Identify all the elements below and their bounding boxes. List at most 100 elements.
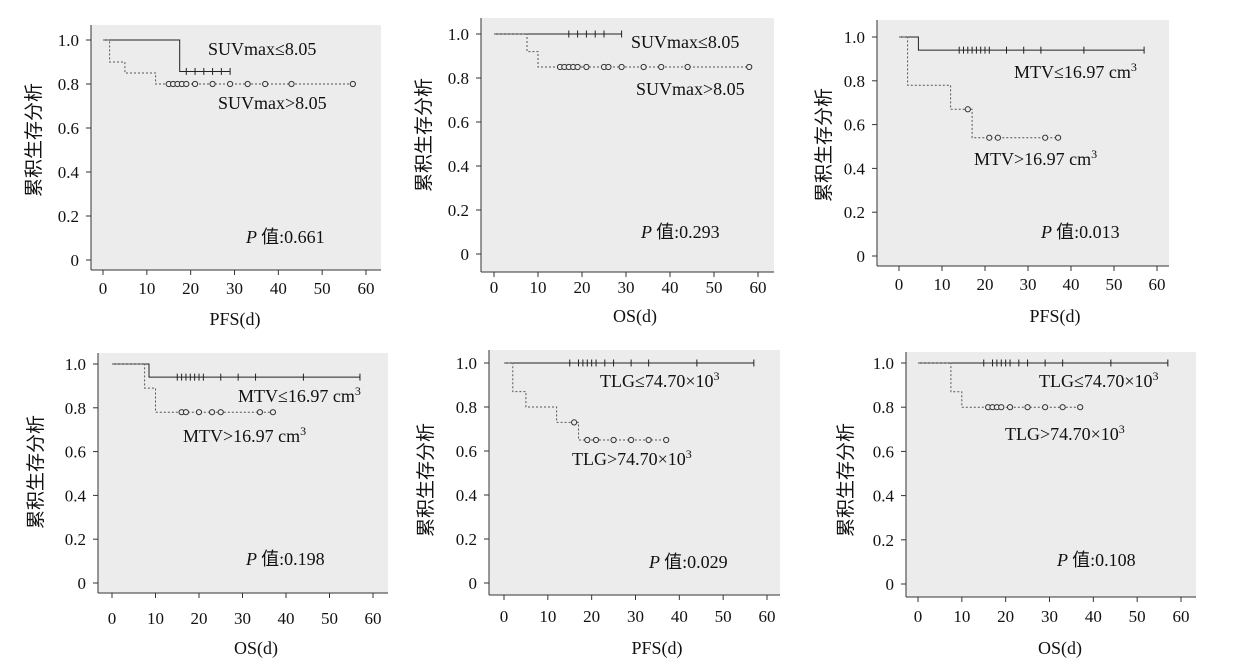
x-tick-label: 50 bbox=[1106, 275, 1123, 294]
km-panel-5: 0 10 20 30 40 50 60 0 0.2 0.4 0.6 0.8 1.0 PFS(d) 累积生存分… bbox=[415, 350, 780, 659]
x-tick-label: 0 bbox=[108, 609, 117, 628]
x-axis-label: OS(d) bbox=[234, 638, 278, 659]
plot-area bbox=[906, 352, 1196, 597]
x-tick-label: 30 bbox=[226, 279, 243, 298]
series-label-2: MTV>16.97 cm3 bbox=[974, 147, 1097, 169]
series-label-1: TLG≤74.70×103 bbox=[600, 369, 720, 391]
y-tick-label: 0.2 bbox=[873, 531, 894, 550]
censor-mark bbox=[986, 134, 993, 141]
x-tick-label: 40 bbox=[1085, 607, 1102, 626]
censor-mark bbox=[195, 409, 203, 416]
censor-mark bbox=[244, 80, 251, 88]
censor-mark bbox=[191, 80, 199, 88]
x-tick-label: 20 bbox=[574, 278, 591, 297]
censor-mark bbox=[628, 436, 635, 444]
y-tick-label: 0.2 bbox=[58, 207, 79, 226]
censor-mark bbox=[592, 436, 600, 444]
p-value-label: P 值:0.029 bbox=[648, 552, 728, 572]
x-tick-label: 40 bbox=[1063, 275, 1080, 294]
y-tick-label: 0.2 bbox=[844, 203, 865, 222]
x-tick-label: 40 bbox=[662, 278, 679, 297]
series-line-1 bbox=[112, 363, 360, 378]
censor-mark bbox=[227, 80, 234, 88]
y-tick-label: 0.4 bbox=[844, 159, 866, 178]
censor-mark bbox=[584, 436, 591, 444]
km-panel-4: 0 10 20 30 40 50 60 0 0.2 0.4 0.6 0.8 1.0 OS(d) 累积生存分析… bbox=[25, 353, 388, 659]
y-axis-label: 累积生存分析 bbox=[413, 78, 435, 192]
censor-mark bbox=[746, 63, 753, 71]
y-axis-label: 累积生存分析 bbox=[25, 415, 47, 529]
x-tick-label: 50 bbox=[715, 607, 732, 626]
y-tick-label: 0.4 bbox=[448, 157, 470, 176]
y-tick-label: 0.8 bbox=[844, 72, 865, 91]
censor-mark bbox=[1006, 404, 1014, 411]
censor-mark bbox=[571, 419, 578, 426]
y-tick-label: 0.8 bbox=[58, 75, 79, 94]
x-tick-label: 60 bbox=[358, 279, 375, 298]
series-label-2: SUVmax>8.05 bbox=[636, 79, 745, 99]
censor-mark bbox=[574, 63, 581, 71]
x-tick-label: 60 bbox=[1173, 607, 1190, 626]
series-line-1 bbox=[899, 36, 1145, 51]
x-tick-label: 20 bbox=[977, 275, 994, 294]
censor-mark bbox=[964, 106, 971, 113]
censor-mark bbox=[640, 63, 647, 71]
censor-mark bbox=[182, 409, 190, 416]
y-axis-label: 累积生存分析 bbox=[835, 423, 857, 537]
y-tick-label: 1.0 bbox=[844, 28, 865, 47]
y-tick-label: 1.0 bbox=[65, 355, 86, 374]
y-tick-label: 0.8 bbox=[873, 398, 894, 417]
p-value-label: P 值:0.293 bbox=[640, 222, 720, 242]
y-tick-label: 0.4 bbox=[65, 486, 87, 505]
x-tick-label: 30 bbox=[234, 609, 251, 628]
x-tick-label: 10 bbox=[539, 607, 556, 626]
x-tick-label: 0 bbox=[490, 278, 499, 297]
y-tick-label: 0.4 bbox=[456, 486, 478, 505]
censor-mark bbox=[658, 63, 665, 71]
y-tick-label: 0.6 bbox=[65, 443, 86, 462]
x-tick-label: 30 bbox=[618, 278, 635, 297]
x-axis-label: OS(d) bbox=[1038, 638, 1082, 659]
x-tick-label: 0 bbox=[914, 607, 923, 626]
x-tick-label: 60 bbox=[365, 609, 382, 628]
x-tick-label: 60 bbox=[759, 607, 776, 626]
y-tick-label: 0 bbox=[78, 574, 87, 593]
censor-mark bbox=[618, 63, 625, 71]
censor-mark bbox=[605, 63, 612, 71]
y-tick-label: 1.0 bbox=[58, 31, 79, 50]
y-tick-label: 0.6 bbox=[844, 116, 865, 135]
x-tick-label: 20 bbox=[583, 607, 600, 626]
series-line-2 bbox=[899, 36, 1059, 139]
censor-mark bbox=[998, 404, 1005, 411]
censor-mark bbox=[256, 409, 263, 416]
x-tick-label: 30 bbox=[627, 607, 644, 626]
x-tick-label: 20 bbox=[997, 607, 1014, 626]
series-label-1: TLG≤74.70×103 bbox=[1039, 369, 1159, 391]
series-label-2: TLG>74.70×103 bbox=[1005, 422, 1125, 444]
series-line-1 bbox=[103, 39, 231, 72]
y-tick-label: 0 bbox=[469, 574, 478, 593]
p-value-label: P 值:0.661 bbox=[245, 227, 325, 247]
y-tick-label: 0.4 bbox=[873, 487, 895, 506]
censor-mark bbox=[349, 80, 356, 88]
y-axis-label: 累积生存分析 bbox=[23, 83, 45, 197]
x-tick-label: 40 bbox=[671, 607, 688, 626]
x-tick-label: 20 bbox=[182, 279, 199, 298]
plot-area bbox=[91, 25, 381, 270]
x-tick-label: 30 bbox=[1020, 275, 1037, 294]
censor-mark bbox=[269, 409, 277, 416]
x-tick-label: 40 bbox=[278, 609, 295, 628]
x-tick-label: 10 bbox=[147, 609, 164, 628]
y-axis-label: 累积生存分析 bbox=[813, 88, 835, 202]
y-tick-label: 0.8 bbox=[456, 398, 477, 417]
x-axis-label: PFS(d) bbox=[1029, 306, 1080, 327]
series-line-2 bbox=[103, 39, 353, 85]
censor-mark bbox=[1042, 134, 1049, 141]
x-tick-label: 20 bbox=[191, 609, 208, 628]
censor-mark bbox=[1024, 404, 1031, 411]
censor-mark bbox=[684, 63, 691, 71]
series-label-2: MTV>16.97 cm3 bbox=[183, 424, 306, 446]
km-panel-1: 0 10 20 30 40 50 60 0 0.2 0.4 0.6 0.8 1.0 PFS(d) 累积生存分… bbox=[23, 25, 381, 330]
series-label-1: MTV≤16.97 cm3 bbox=[238, 384, 361, 406]
censor-mark bbox=[288, 80, 295, 88]
